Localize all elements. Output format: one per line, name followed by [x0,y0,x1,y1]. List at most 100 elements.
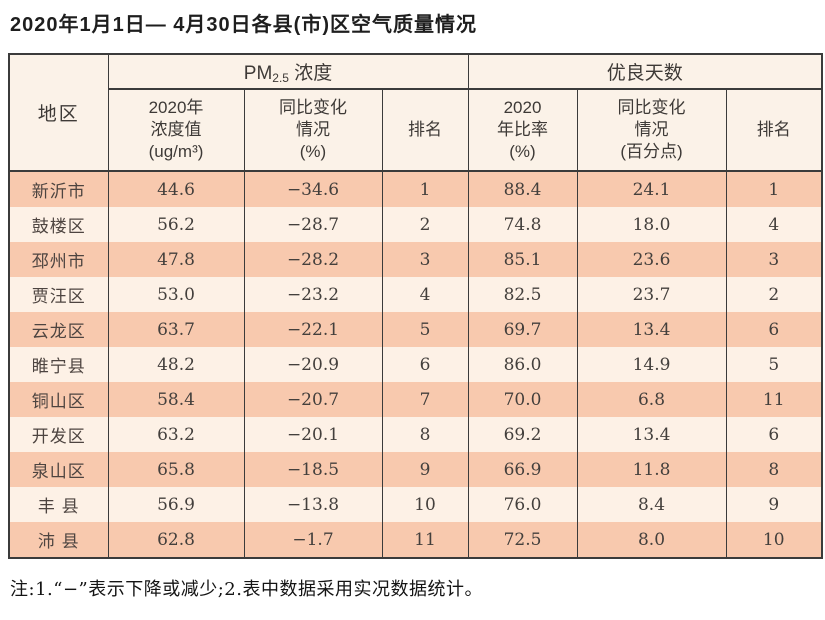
pm-change-cell: −22.1 [243,312,383,347]
pm-change-cell: −18.5 [243,452,383,487]
air-quality-table: 地区 PM2.5 浓度 优良天数 2020年 浓度值 (ug/m³) 同比变化 … [8,53,823,559]
table-row: 贾汪区 53.0 −23.2 4 82.5 23.7 2 [8,277,823,312]
header-sub-row: 2020年 浓度值 (ug/m³) 同比变化 情况 (%) 排名 2020 年比… [9,89,823,171]
pm-change-cell: −1.7 [243,522,383,558]
pm-rank-cell: 9 [381,452,469,487]
header-group-row: 地区 PM2.5 浓度 优良天数 [8,54,823,171]
good-change-cell: 6.8 [576,382,727,417]
col-header-good-ratio: 2020 年比率 (%) [467,89,578,171]
col-group-good-days: 优良天数 [467,54,823,90]
pm-rank-cell: 1 [381,171,469,207]
good-rank-cell: 4 [725,207,823,242]
page-title: 2020年1月1日— 4月30日各县(市)区空气质量情况 [10,14,477,36]
pm-label-subscript: 2.5 [272,71,289,85]
good-change-cell: 8.4 [576,487,727,522]
region-cell: 贾汪区 [8,277,109,312]
good-ratio-cell: 76.0 [467,487,578,522]
pm-rank-cell: 3 [381,242,469,277]
table-row: 铜山区 58.4 −20.7 7 70.0 6.8 11 [8,382,823,417]
good-change-cell: 13.4 [576,417,727,452]
good-change-cell: 11.8 [576,452,727,487]
pm-rank-cell: 6 [381,347,469,382]
region-cell: 开发区 [8,417,109,452]
good-change-cell: 23.7 [576,277,727,312]
pm-label-prefix: PM [243,63,273,84]
table-row: 丰 县 56.9 −13.8 10 76.0 8.4 9 [8,487,823,522]
pm-value-cell: 56.2 [107,207,245,242]
table-row: 泉山区 65.8 −18.5 9 66.9 11.8 8 [8,452,823,487]
col-header-region: 地区 [8,54,109,171]
good-rank-cell: 2 [725,277,823,312]
pm-value-cell: 62.8 [107,522,245,558]
table-row: 鼓楼区 56.2 −28.7 2 74.8 18.0 4 [8,207,823,242]
table-row: 邳州市 47.8 −28.2 3 85.1 23.6 3 [8,242,823,277]
region-cell: 邳州市 [8,242,109,277]
table-row: 开发区 63.2 −20.1 8 69.2 13.4 6 [8,417,823,452]
region-cell: 泉山区 [8,452,109,487]
pm-rank-cell: 11 [381,522,469,558]
pm-value-cell: 53.0 [107,277,245,312]
region-cell: 云龙区 [8,312,109,347]
pm-rank-cell: 7 [381,382,469,417]
pm-change-cell: −28.2 [243,242,383,277]
pm-change-cell: −20.1 [243,417,383,452]
good-change-cell: 14.9 [576,347,727,382]
pm-value-cell: 63.7 [107,312,245,347]
region-cell: 丰 县 [8,487,109,522]
footnote: 注:1.“−”表示下降或减少;2.表中数据采用实况数据统计。 [10,579,483,600]
table-row: 睢宁县 48.2 −20.9 6 86.0 14.9 5 [8,347,823,382]
good-ratio-cell: 74.8 [467,207,578,242]
pm-value-cell: 48.2 [107,347,245,382]
good-ratio-cell: 86.0 [467,347,578,382]
col-header-pm-value: 2020年 浓度值 (ug/m³) [107,89,245,171]
pm-rank-cell: 10 [381,487,469,522]
table-body: 新沂市 44.6 −34.6 1 88.4 24.1 1 鼓楼区 56.2 −28.7 2 74.8 1… [8,171,823,558]
col-group-pm25: PM2.5 浓度 [107,54,469,90]
pm-change-cell: −20.7 [243,382,383,417]
good-change-cell: 13.4 [576,312,727,347]
pm-value-cell: 58.4 [107,382,245,417]
good-ratio-cell: 69.7 [467,312,578,347]
col-header-pm-rank: 排名 [381,89,469,171]
good-change-cell: 24.1 [576,171,727,207]
table-row: 沛 县 62.8 −1.7 11 72.5 8.0 10 [8,522,823,558]
table-row: 新沂市 44.6 −34.6 1 88.4 24.1 1 [8,171,823,207]
col-header-good-change: 同比变化 情况 (百分点) [576,89,727,171]
table-header: 地区 PM2.5 浓度 优良天数 2020年 浓度值 (ug/m³) 同比变化 … [8,54,823,171]
region-cell: 睢宁县 [8,347,109,382]
good-change-cell: 23.6 [576,242,727,277]
good-ratio-cell: 82.5 [467,277,578,312]
pm-change-cell: −34.6 [243,171,383,207]
good-ratio-cell: 70.0 [467,382,578,417]
pm-value-cell: 44.6 [107,171,245,207]
pm-rank-cell: 5 [381,312,469,347]
pm-change-cell: −23.2 [243,277,383,312]
good-rank-cell: 6 [725,312,823,347]
good-change-cell: 8.0 [576,522,727,558]
good-rank-cell: 8 [725,452,823,487]
good-rank-cell: 9 [725,487,823,522]
pm-value-cell: 63.2 [107,417,245,452]
good-rank-cell: 5 [725,347,823,382]
good-rank-cell: 11 [725,382,823,417]
good-rank-cell: 10 [725,522,823,558]
pm-label-suffix: 浓度 [288,63,333,84]
good-ratio-cell: 85.1 [467,242,578,277]
region-cell: 鼓楼区 [8,207,109,242]
pm-value-cell: 56.9 [107,487,245,522]
pm-value-cell: 65.8 [107,452,245,487]
good-rank-cell: 6 [725,417,823,452]
pm-rank-cell: 8 [381,417,469,452]
col-header-good-rank: 排名 [725,89,823,171]
col-header-pm-change: 同比变化 情况 (%) [243,89,383,171]
pm-change-cell: −20.9 [243,347,383,382]
pm-rank-cell: 2 [381,207,469,242]
good-rank-cell: 3 [725,242,823,277]
good-ratio-cell: 72.5 [467,522,578,558]
pm-change-cell: −13.8 [243,487,383,522]
region-cell: 新沂市 [8,171,109,207]
pm-value-cell: 47.8 [107,242,245,277]
table-row: 云龙区 63.7 −22.1 5 69.7 13.4 6 [8,312,823,347]
region-cell: 沛 县 [8,522,109,558]
